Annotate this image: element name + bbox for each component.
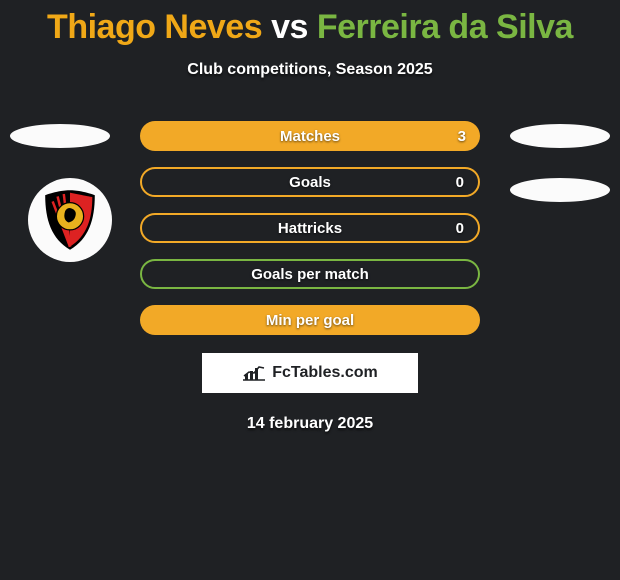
stat-label: Goals [289,174,331,191]
subtitle: Club competitions, Season 2025 [0,61,620,79]
stat-label: Goals per match [251,266,369,283]
decorative-ellipse [10,124,110,148]
chart-icon [242,365,266,381]
stat-bar: Goals per match [140,259,480,289]
decorative-ellipse [510,178,610,202]
stat-value: 0 [456,220,464,237]
stat-label: Hattricks [278,220,342,237]
stat-value: 3 [458,128,466,145]
stat-bar: Matches 3 [140,121,480,151]
club-badge [28,178,112,262]
player1-name: Thiago Neves [47,8,262,46]
stat-label: Matches [280,128,340,145]
date-label: 14 february 2025 [0,415,620,433]
stat-label: Min per goal [266,312,354,329]
stat-bar: Min per goal [140,305,480,335]
player2-name: Ferreira da Silva [317,8,573,46]
brand-label: FcTables.com [272,364,378,382]
stats-container: Matches 3 Goals 0 Hattricks 0 Goals per … [140,121,480,335]
stat-value: 0 [456,174,464,191]
page-title: Thiago Neves vs Ferreira da Silva [0,0,620,47]
stat-bar: Hattricks 0 [140,213,480,243]
brand-box: FcTables.com [202,353,418,393]
stat-bar: Goals 0 [140,167,480,197]
shield-icon [39,189,101,251]
vs-separator: vs [262,8,317,46]
decorative-ellipse [510,124,610,148]
